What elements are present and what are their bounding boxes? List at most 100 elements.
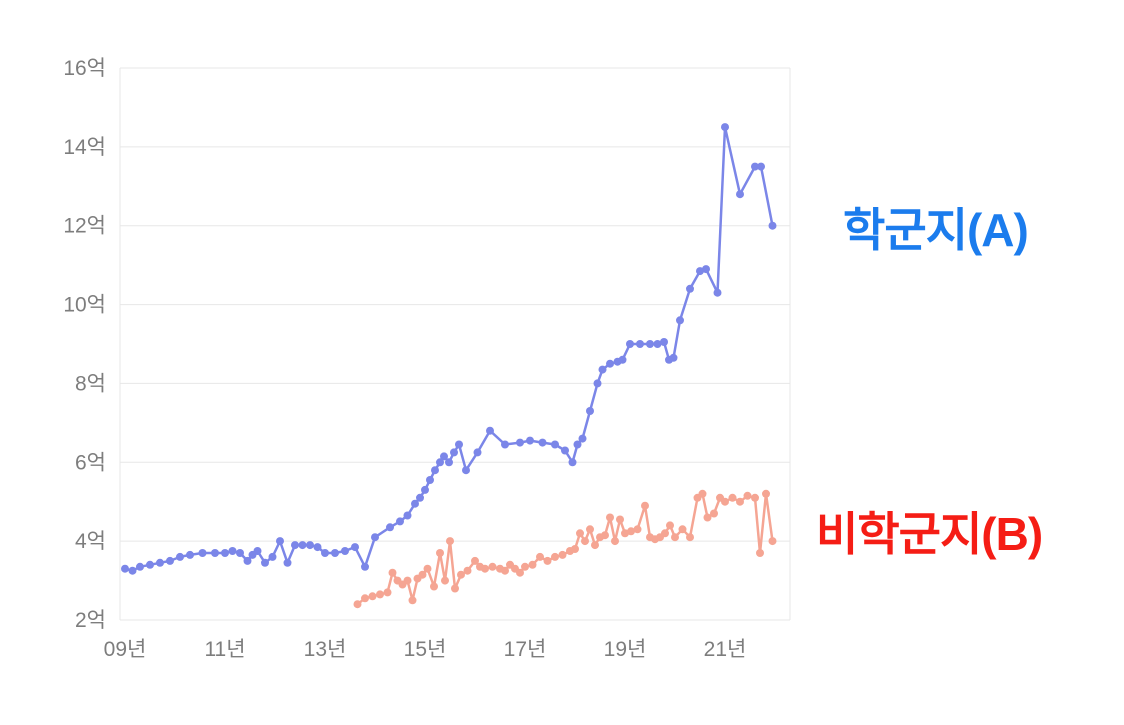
y-axis-tick-label: 16억 [63,57,106,80]
series-a-marker [606,359,614,368]
series-a-marker [455,440,463,449]
series-b-marker [558,550,567,559]
series-a-marker [146,560,154,569]
series-a-marker [431,466,439,475]
series-b-marker [768,537,777,546]
series-b-marker [368,592,377,601]
series-a-marker [421,485,429,494]
series-b-marker [463,566,472,575]
series-b-marker [471,556,479,565]
series-a-marker [361,562,369,571]
series-a-marker [156,558,164,567]
series-a-marker [586,407,594,415]
series-a-marker [660,338,668,346]
series-a-marker [136,562,144,571]
series-b-marker [441,576,449,585]
series-b-marker [451,584,459,593]
series-b-annotation: 비학군지(B) [816,508,1043,560]
series-b-marker [616,515,624,524]
series-a-marker [636,340,644,348]
series-b-marker [591,541,599,550]
series-b-marker [418,570,427,579]
series-b-marker [543,556,552,565]
series-a-marker [243,556,252,565]
series-b-marker [423,564,432,573]
series-a-marker [351,543,359,552]
series-a-marker [253,547,262,555]
series-b-marker [528,560,537,569]
series-a-marker [551,440,559,449]
y-axis-tick-label: 4억 [75,530,106,553]
series-a-marker [321,549,329,557]
series-b-marker [383,588,392,597]
series-a-marker [211,549,219,557]
series-a-marker [713,288,722,297]
series-b-marker [576,529,584,538]
series-a-marker [386,523,394,532]
series-b-marker [388,568,397,577]
series-b-marker [686,533,694,542]
series-b-marker [536,552,544,561]
series-a-marker [416,493,424,502]
series-b-marker [710,509,718,518]
series-a-marker [598,365,607,374]
series-a-marker [371,533,379,542]
series-b-marker [516,568,524,577]
series-b-marker [627,527,635,536]
series-b-marker [403,576,412,585]
series-a-marker [121,564,129,573]
series-b-marker [611,537,619,546]
series-a-marker [436,458,444,467]
series-a-marker [626,340,634,348]
series-a-marker [702,265,710,274]
series-a-marker [686,284,694,293]
series-a-marker [516,438,524,447]
y-axis-tick-label: 12억 [63,215,106,238]
series-a-marker [341,547,349,555]
series-b-marker [488,562,497,571]
series-a-marker [313,543,322,552]
series-a-marker [501,440,509,449]
series-a-marker [669,353,678,362]
series-b-marker [641,501,649,510]
series-a-marker [268,552,277,561]
series-a-marker [198,549,207,557]
x-axis-tick-label: 15년 [404,638,447,661]
series-a-marker [426,476,434,484]
series-a-marker [538,438,547,447]
series-a-marker [568,458,577,467]
series-a-marker [721,123,729,132]
x-axis-tick-label: 11년 [204,638,245,661]
series-b-marker [703,513,712,522]
series-a-annotation: 학군지(A) [843,204,1029,256]
series-b-line [356,492,774,606]
series-a-marker [261,558,269,567]
y-axis-tick-label: 10억 [63,294,106,317]
series-b-marker [743,491,752,500]
series-a-marker [291,541,299,550]
series-a-marker [653,340,662,348]
series-a-marker [396,517,404,526]
series-b-marker [457,570,465,579]
series-b-marker [762,489,770,498]
series-a-marker [618,355,627,364]
series-a-marker [298,541,307,550]
x-axis-tick-label: 17년 [504,638,547,661]
series-a-marker [450,448,458,457]
x-axis-tick-label: 09년 [104,638,147,661]
series-a-marker [283,558,292,567]
series-a-marker [331,549,339,557]
x-axis-tick-label: 21년 [704,638,747,661]
series-b-marker [633,525,642,534]
series-a-marker [486,426,494,435]
series-a-marker [573,440,582,449]
series-a-marker [736,190,744,199]
series-b-marker [606,513,614,522]
series-b-marker [353,600,362,609]
series-b-marker [736,497,744,506]
series-a-marker [646,340,654,348]
series-b-marker [436,549,444,557]
series-a-marker [276,537,284,546]
